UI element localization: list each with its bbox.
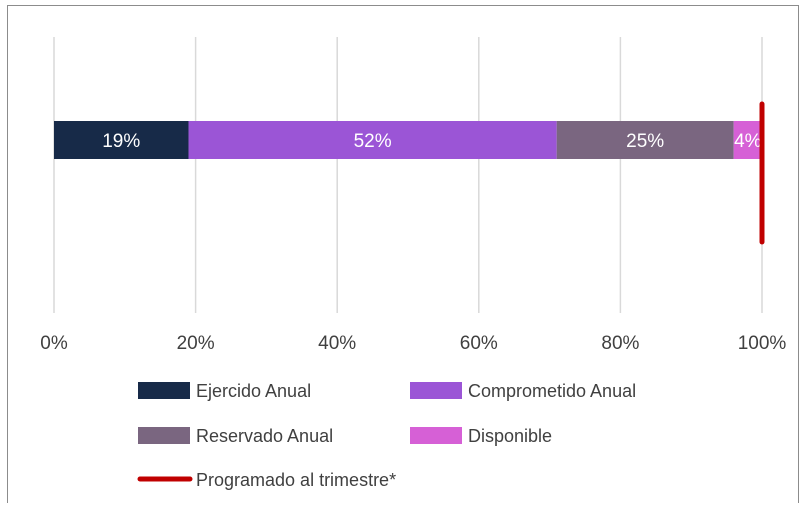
bar-segment: [54, 121, 189, 159]
x-tick-label: 80%: [601, 333, 639, 354]
legend-swatch: [410, 427, 462, 444]
chart-frame: [7, 5, 799, 503]
data-label: 4%: [734, 131, 762, 152]
legend-label: Comprometido Anual: [468, 381, 636, 401]
legend-label: Programado al trimestre*: [196, 470, 396, 490]
bar-segment: [733, 121, 762, 159]
data-label: 52%: [354, 131, 392, 152]
bar-segment: [556, 121, 734, 159]
x-axis-ticks: 0% 20% 40% 60% 80% 100%: [40, 333, 786, 354]
x-tick-label: 0%: [40, 333, 68, 354]
legend-swatch: [138, 382, 190, 399]
data-label: 25%: [626, 131, 664, 152]
data-label: 19%: [102, 131, 140, 152]
gridlines: [53, 37, 763, 313]
legend: Ejercido Anual Comprometido Anual Reservad…: [137, 381, 636, 490]
bar-segment: [188, 121, 557, 159]
legend-label: Disponible: [468, 426, 552, 446]
legend-swatch: [138, 427, 190, 444]
x-tick-label: 40%: [318, 333, 356, 354]
x-tick-label: 20%: [177, 333, 215, 354]
x-tick-label: 100%: [738, 333, 787, 354]
legend-swatch: [410, 382, 462, 399]
legend-label: Reservado Anual: [196, 426, 333, 446]
bar-segments: 19% 52% 25% 4%: [54, 121, 762, 159]
x-tick-label: 60%: [460, 333, 498, 354]
legend-label: Ejercido Anual: [196, 381, 311, 401]
